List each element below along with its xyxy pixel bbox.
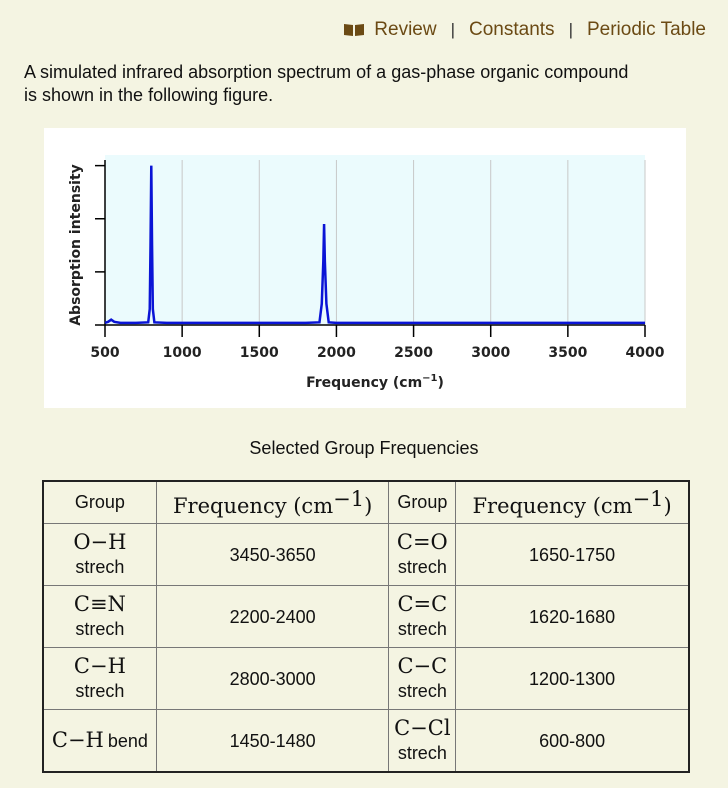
- periodic-table-link[interactable]: Periodic Table: [586, 19, 706, 40]
- x-tick-label: 2500: [394, 345, 433, 361]
- x-tick-label: 1000: [163, 345, 202, 361]
- group-suffix: bend: [107, 731, 148, 751]
- header-close: ): [364, 494, 373, 518]
- header-sup: −1: [333, 487, 365, 511]
- group-formula: C−C: [397, 654, 448, 678]
- column-header: Frequency (cm−1): [155, 480, 390, 524]
- frequency-cell: 1650-1750: [455, 523, 690, 586]
- group-cell: C−H bend: [42, 709, 157, 773]
- x-label-close: ): [438, 375, 444, 391]
- group-frequency-table: Group Frequency (cm−1) Group Frequency (cm−…: [42, 480, 690, 773]
- group-note: strech: [397, 743, 447, 763]
- x-label-text: Frequency (cm: [306, 375, 422, 391]
- review-link[interactable]: Review: [374, 19, 437, 40]
- group-formula: C−H: [73, 654, 126, 678]
- table-row: C−H bend 1450-1480 C−Cl strech 600-800: [42, 709, 690, 773]
- group-formula: O−H: [73, 530, 127, 554]
- column-header: Group: [42, 480, 157, 524]
- table-row: C≡N strech 2200-2400 C=C strech 1620-1680: [42, 585, 690, 648]
- table-caption: Selected Group Frequencies: [249, 438, 479, 458]
- y-axis-label: Absorption intensity: [68, 164, 84, 326]
- x-tick-label: 3000: [471, 345, 510, 361]
- table-row: C−H strech 2800-3000 C−C strech 1200-1300: [42, 647, 690, 710]
- x-tick-label: 4000: [626, 345, 665, 361]
- plot-area: [105, 155, 645, 325]
- column-header: Frequency (cm−1): [455, 480, 690, 524]
- group-formula: C=O: [396, 530, 448, 554]
- header-text: Frequency (cm: [472, 494, 633, 518]
- frequency-cell: 1620-1680: [455, 585, 690, 648]
- x-tick-label: 1500: [240, 345, 279, 361]
- frequency-cell: 2800-3000: [155, 647, 390, 710]
- group-cell: C=C strech: [388, 585, 457, 648]
- group-note: strech: [397, 681, 447, 701]
- frequency-cell: 600-800: [455, 709, 690, 773]
- group-cell: C=O strech: [388, 523, 457, 586]
- group-cell: C−Cl strech: [388, 709, 457, 773]
- group-note: strech: [75, 557, 125, 577]
- intro-text: A simulated infrared absorption spectrum…: [24, 62, 629, 105]
- frequency-cell: 3450-3650: [155, 523, 390, 586]
- group-cell: C≡N strech: [42, 585, 157, 648]
- x-tick-label: 500: [90, 345, 119, 361]
- group-note: strech: [397, 619, 447, 639]
- table-row: O−H strech 3450-3650 C=O strech 1650-1750: [42, 523, 690, 586]
- x-tick-label: 2000: [317, 345, 356, 361]
- group-note: strech: [75, 619, 125, 639]
- group-cell: C−C strech: [388, 647, 457, 710]
- group-note: strech: [397, 557, 447, 577]
- constants-link[interactable]: Constants: [469, 19, 555, 40]
- group-formula: C≡N: [73, 592, 126, 616]
- group-formula: C−Cl: [394, 716, 451, 740]
- spectrum-line: [104, 165, 645, 325]
- group-formula: C=C: [397, 592, 448, 616]
- column-header: Group: [388, 480, 457, 524]
- frequency-cell: 1450-1480: [155, 709, 390, 773]
- book-icon: [344, 24, 365, 36]
- group-cell: O−H strech: [42, 523, 157, 586]
- header-text: Frequency (cm: [172, 494, 334, 518]
- group-note: strech: [75, 681, 125, 701]
- header: Review | Constants | Periodic Table: [342, 19, 706, 41]
- chart: 500 1000 1500 2000 2500 3000 3500 4000 Frequency…: [44, 128, 686, 408]
- separator: |: [568, 20, 573, 39]
- separator: |: [450, 20, 456, 39]
- x-axis-label: Frequency (cm−1): [306, 373, 444, 391]
- group-cell: C−H strech: [42, 647, 157, 710]
- x-tick-label: 3500: [548, 345, 587, 361]
- header-close: ): [663, 494, 672, 518]
- x-label-sup: −1: [422, 373, 437, 384]
- frequency-cell: 2200-2400: [155, 585, 390, 648]
- group-formula: C−H: [51, 728, 104, 752]
- header-sup: −1: [632, 487, 664, 511]
- frequency-cell: 1200-1300: [455, 647, 690, 710]
